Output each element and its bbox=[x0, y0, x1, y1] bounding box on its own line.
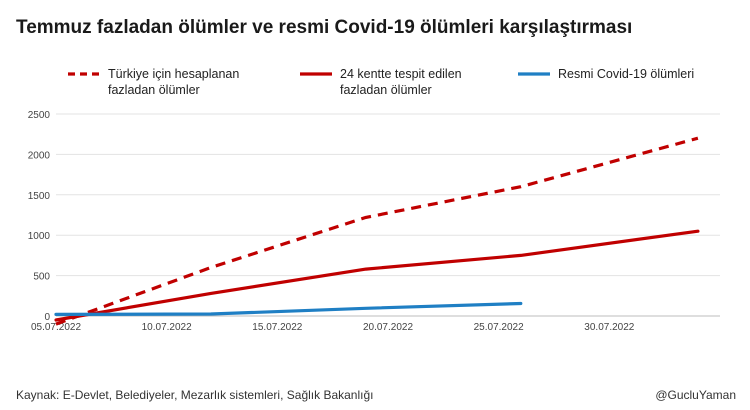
x-tick-label: 25.07.2022 bbox=[474, 322, 524, 333]
y-tick-label: 0 bbox=[44, 312, 50, 323]
chart-title: Temmuz fazladan ölümler ve resmi Covid-1… bbox=[16, 17, 633, 38]
y-tick-label: 1000 bbox=[28, 231, 51, 242]
x-tick-label: 10.07.2022 bbox=[142, 322, 192, 333]
legend-swatch-dashed-red bbox=[68, 72, 100, 76]
series-line-3 bbox=[54, 301, 523, 316]
y-tick-label: 2000 bbox=[28, 150, 51, 161]
series-line-1 bbox=[55, 136, 699, 326]
legend-item-official-covid: Resmi Covid-19 ölümleri bbox=[516, 66, 694, 82]
source-note: Kaynak: E-Devlet, Belediyeler, Mezarlık … bbox=[16, 388, 374, 402]
x-tick-label: 05.07.2022 bbox=[31, 322, 81, 333]
legend-label-turkiye-line2: fazladan ölümler bbox=[108, 83, 200, 97]
author-credit: @GucluYaman bbox=[655, 388, 736, 402]
legend-item-24-cities-excess: 24 kentte tespit edilen fazladan ölümler bbox=[298, 66, 462, 98]
y-tick-label: 500 bbox=[33, 272, 50, 283]
x-tick-label: 15.07.2022 bbox=[252, 322, 302, 333]
legend-swatch-solid-blue bbox=[518, 72, 550, 76]
x-tick-label: 30.07.2022 bbox=[584, 322, 634, 333]
legend-label-24-cities-line1: 24 kentte tespit edilen bbox=[340, 67, 462, 81]
legend-label-24-cities-line2: fazladan ölümler bbox=[340, 83, 432, 97]
legend-label-turkiye-line1: Türkiye için hesaplanan bbox=[108, 67, 240, 81]
legend-label-official-line1: Resmi Covid-19 ölümleri bbox=[558, 67, 695, 81]
x-tick-label: 20.07.2022 bbox=[363, 322, 413, 333]
y-tick-label: 2500 bbox=[28, 110, 51, 121]
y-tick-label: 1500 bbox=[28, 191, 51, 202]
chart-legend: Türkiye için hesaplanan fazladan ölümler… bbox=[0, 0, 750, 110]
series-line-2 bbox=[54, 229, 700, 322]
legend-item-turkiye-excess: Türkiye için hesaplanan fazladan ölümler bbox=[66, 66, 239, 98]
legend-swatch-solid-red bbox=[300, 72, 332, 76]
